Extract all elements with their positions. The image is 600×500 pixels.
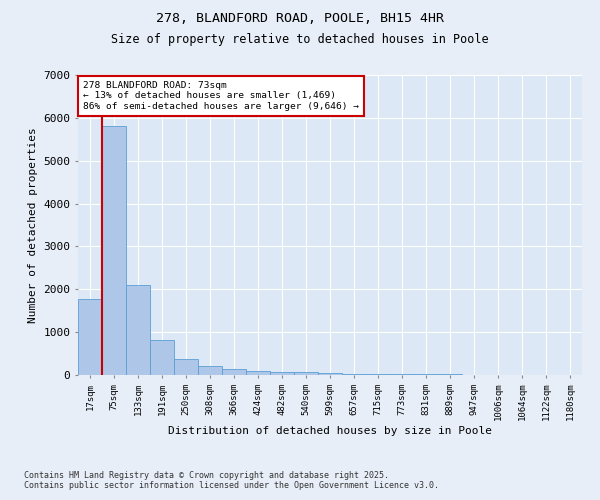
Bar <box>294 372 318 375</box>
Bar <box>174 358 198 375</box>
Text: 278, BLANDFORD ROAD, POOLE, BH15 4HR: 278, BLANDFORD ROAD, POOLE, BH15 4HR <box>156 12 444 26</box>
Y-axis label: Number of detached properties: Number of detached properties <box>28 127 38 323</box>
Bar <box>150 340 174 375</box>
Bar <box>198 366 222 375</box>
Bar <box>438 374 462 375</box>
Bar <box>102 126 126 375</box>
Text: Size of property relative to detached houses in Poole: Size of property relative to detached ho… <box>111 32 489 46</box>
Bar <box>78 298 102 375</box>
X-axis label: Distribution of detached houses by size in Poole: Distribution of detached houses by size … <box>168 426 492 436</box>
Text: Contains HM Land Registry data © Crown copyright and database right 2025.
Contai: Contains HM Land Registry data © Crown c… <box>24 470 439 490</box>
Bar <box>366 374 390 375</box>
Text: 278 BLANDFORD ROAD: 73sqm
← 13% of detached houses are smaller (1,469)
86% of se: 278 BLANDFORD ROAD: 73sqm ← 13% of detac… <box>83 81 359 111</box>
Bar <box>246 370 270 375</box>
Bar <box>342 374 366 375</box>
Bar <box>126 285 150 375</box>
Bar <box>270 372 294 375</box>
Bar <box>414 374 438 375</box>
Bar <box>222 370 246 375</box>
Bar <box>318 373 342 375</box>
Bar <box>390 374 414 375</box>
